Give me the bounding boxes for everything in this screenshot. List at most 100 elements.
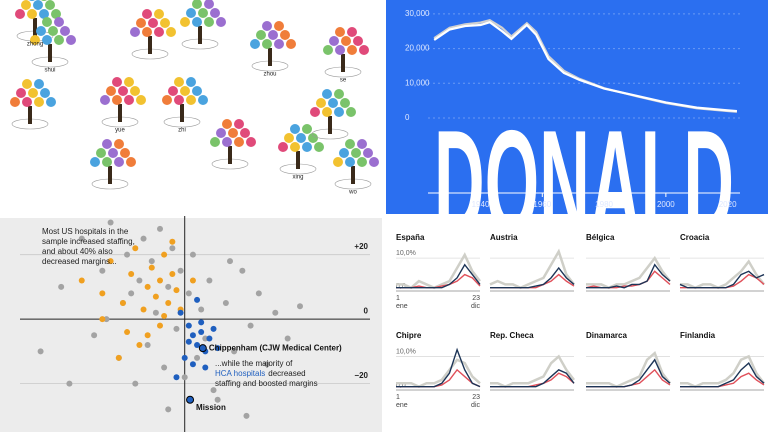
point [194,341,201,348]
annotation-2: HCA hospitals decreased [215,369,306,378]
point [189,251,196,258]
point [210,325,217,332]
tree-leaf [216,128,226,138]
point [107,219,114,226]
tree-leaf [90,157,100,167]
y-tick-label: 0 [364,306,369,315]
tree-leaf [162,95,172,105]
series-line [679,270,765,289]
annotation-2: ...while the majority of [215,359,293,368]
tree-leaf [102,139,112,149]
point [189,332,196,339]
tree-trunk [118,104,122,122]
tree-leaf [60,26,70,36]
tree-leaf [180,17,190,27]
point [185,290,192,297]
tree-leaf [322,89,332,99]
tree-leaf [41,0,47,1]
point [173,287,180,294]
tree-leaf [250,39,260,49]
tree-leaf [22,79,32,89]
point [284,335,291,342]
series-line [490,266,575,289]
tree-leaf [106,86,116,96]
tree-trunk [48,44,52,62]
series-line [396,358,481,389]
tree-trunk [351,166,355,184]
x-tick-label: 23 [472,295,480,302]
point [198,319,205,326]
tree-leaf [154,9,164,19]
series-line [586,350,671,389]
tree-leaf [186,77,196,87]
point [99,316,106,323]
tree-leaf [180,86,190,96]
tree-leaf [204,17,214,27]
point [99,267,106,274]
point [165,283,172,290]
point [128,290,135,297]
tree-trunk [198,26,202,44]
trees-panel: zhong shui zhou se yue zhi xing wo [10,0,379,196]
tree-leaf [351,148,361,158]
tree-leaf [198,95,208,105]
x-tick-label: dic [471,303,480,310]
point [140,306,147,313]
y-tick-label: 10,000 [405,78,430,87]
tree-label: shui [44,68,55,74]
point [115,354,122,361]
tree-label: xing [292,175,303,181]
y-tick-label: 30,000 [405,9,430,18]
point [78,235,85,242]
point [37,348,44,355]
point [58,283,65,290]
tree-leaf [308,133,318,143]
tree-leaf [192,0,202,9]
tree-leaf [262,39,272,49]
point [297,303,303,310]
point [181,354,188,361]
tree-leaf [174,77,184,87]
point [152,293,159,300]
point [185,322,192,329]
tree-label: se [340,78,347,84]
tree-trunk [228,146,232,164]
point [144,283,151,290]
point [148,264,155,271]
panel-title: Dinamarca [586,331,627,340]
x-tick-label: 2000 [657,200,675,209]
tree-leaf [316,98,326,108]
panel-multiples-bg [386,218,768,432]
tree-leaf [51,9,61,19]
tree-leaf [262,21,272,31]
point [99,290,106,297]
point [132,380,139,387]
y-tick-label: 10,0% [396,348,416,355]
point [202,364,209,371]
tree-trunk [268,48,272,66]
tree-leaf [363,148,373,158]
annotation: sample increased staffing, [42,237,135,246]
tree-leaf [29,0,35,1]
tree-leaf [120,148,130,158]
tree-leaf [210,137,220,147]
series-line [433,21,737,113]
point [194,354,201,361]
tree-leaf [256,30,266,40]
tree-leaf [246,137,256,147]
tree-leaf [353,36,363,46]
y-tick-label: 20,000 [405,44,430,53]
highlight-point [186,395,195,404]
tree-leaf [160,18,170,28]
tree-leaf [268,30,278,40]
tree-leaf [296,133,306,143]
tree-leaf [335,27,345,37]
tree-leaf [357,139,367,149]
annotation-span: decreased [268,369,305,378]
annotation: decreased margins... [42,257,117,266]
tree-leaf [234,137,244,147]
point [78,277,85,284]
tree-leaf [222,119,232,129]
point [169,271,176,278]
y-tick-label: 0,0 [396,382,406,389]
